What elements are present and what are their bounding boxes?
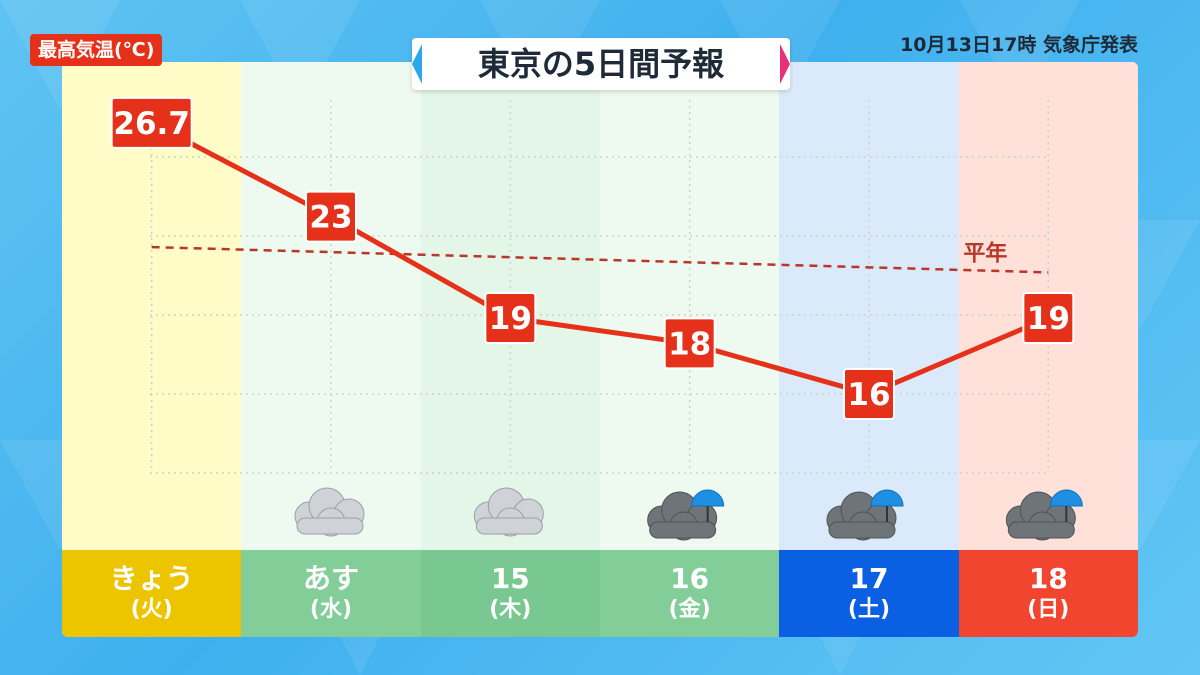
issued-timestamp: 10月13日17時 気象庁発表 — [900, 34, 1138, 56]
data-label: 18 — [668, 326, 711, 362]
day-weekday: (木) — [489, 597, 532, 622]
day-date: 16 — [670, 562, 710, 595]
data-point-box — [484, 292, 537, 344]
cloud-base — [475, 517, 543, 535]
data-label: 19 — [489, 301, 532, 337]
day-label-5: 18 (日) — [958, 550, 1138, 637]
cloud-base — [296, 517, 364, 535]
cloudy-icon — [473, 487, 544, 537]
max-temperature-line — [150, 120, 1050, 397]
day-label-3: 16 (金) — [600, 550, 780, 637]
day-date: 15 — [490, 562, 530, 595]
day-label-4: 17 (土) — [779, 550, 959, 637]
day-date: 18 — [1028, 562, 1068, 595]
data-point-box — [663, 317, 716, 370]
umbrella-canopy — [870, 489, 904, 507]
day-label-2: 15 (木) — [420, 550, 600, 637]
data-point-box — [1022, 292, 1075, 344]
data-point-box — [305, 190, 357, 243]
day-weekday: (火) — [130, 597, 173, 622]
cloudy-rain-icon — [1005, 489, 1083, 541]
day-weekday: (土) — [847, 597, 891, 622]
cloudy-rain-icon — [826, 489, 904, 541]
data-label: 19 — [1027, 301, 1070, 337]
data-point-box — [843, 368, 895, 420]
umbrella-canopy — [691, 489, 725, 507]
umbrella-canopy — [1049, 489, 1083, 507]
cloud-base — [1007, 521, 1075, 539]
cloud-base — [828, 521, 896, 539]
data-label: 16 — [847, 377, 890, 413]
data-point-box — [110, 96, 193, 149]
day-label-1: あす (水) — [241, 550, 421, 637]
normal-temperature-line — [151, 245, 1049, 274]
data-label: 23 — [309, 200, 352, 236]
cloudy-icon — [294, 487, 365, 537]
day-date: きょう — [109, 562, 194, 595]
day-weekday: (金) — [668, 597, 711, 622]
forecast-panel: きょう (火) あす (水) 15 (木) 16 (金) 17 (土) 18 (日) — [62, 62, 1138, 637]
day-date: あす — [302, 562, 359, 595]
cloud-base — [649, 521, 717, 539]
day-weekday: (日) — [1027, 597, 1070, 622]
data-label: 26.7 — [113, 106, 190, 142]
day-weekday: (水) — [309, 597, 353, 622]
day-label-0: きょう (火) — [62, 550, 242, 637]
cloudy-rain-icon — [647, 489, 725, 541]
grid — [150, 100, 1050, 474]
page-title: 東京の5日間予報 — [412, 38, 790, 90]
day-date: 17 — [849, 562, 889, 595]
normal-label: 平年 — [963, 240, 1007, 266]
y-axis-label: 最高気温(℃) — [30, 34, 163, 66]
